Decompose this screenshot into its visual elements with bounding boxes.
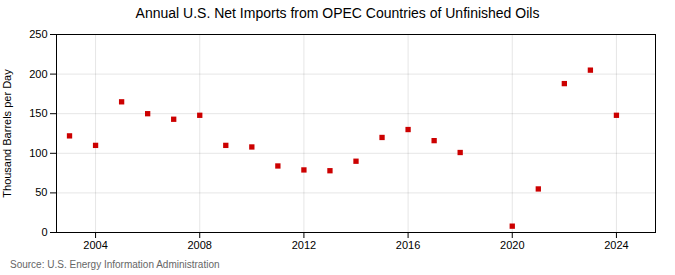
svg-text:250: 250 bbox=[29, 28, 47, 40]
svg-text:2004: 2004 bbox=[83, 239, 107, 251]
html-text:Annual U.S. Net Imports from O: Annual U.S. Net Imports from OPEC Countr… bbox=[135, 5, 540, 21]
svg-text:2020: 2020 bbox=[500, 239, 524, 251]
svg-text:2016: 2016 bbox=[396, 239, 420, 251]
svg-text:2008: 2008 bbox=[187, 239, 211, 251]
svg-text:100: 100 bbox=[29, 147, 47, 159]
svg-text:150: 150 bbox=[29, 107, 47, 119]
svg-text:2012: 2012 bbox=[292, 239, 316, 251]
svg-text:50: 50 bbox=[35, 186, 47, 198]
svg-text:2024: 2024 bbox=[604, 239, 628, 251]
svg-text:0: 0 bbox=[41, 226, 47, 238]
svg-text:Thousand Barrels per Day: Thousand Barrels per Day bbox=[1, 69, 13, 198]
svg-text:200: 200 bbox=[29, 68, 47, 80]
html-text:Source: U.S. Energy Informatio: Source: U.S. Energy Information Administ… bbox=[10, 259, 220, 270]
